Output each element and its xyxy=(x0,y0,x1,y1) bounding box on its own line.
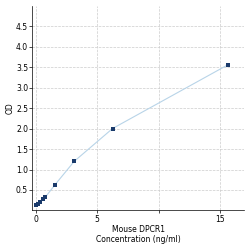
X-axis label: Mouse DPCR1
Concentration (ng/ml): Mouse DPCR1 Concentration (ng/ml) xyxy=(96,225,181,244)
Point xyxy=(110,126,114,130)
Point xyxy=(36,202,40,205)
Point xyxy=(72,159,76,163)
Point xyxy=(38,200,42,204)
Point xyxy=(34,203,38,207)
Point xyxy=(226,63,230,67)
Point xyxy=(53,183,57,187)
Y-axis label: OD: OD xyxy=(6,102,15,114)
Point xyxy=(41,198,45,202)
Point xyxy=(44,195,48,199)
